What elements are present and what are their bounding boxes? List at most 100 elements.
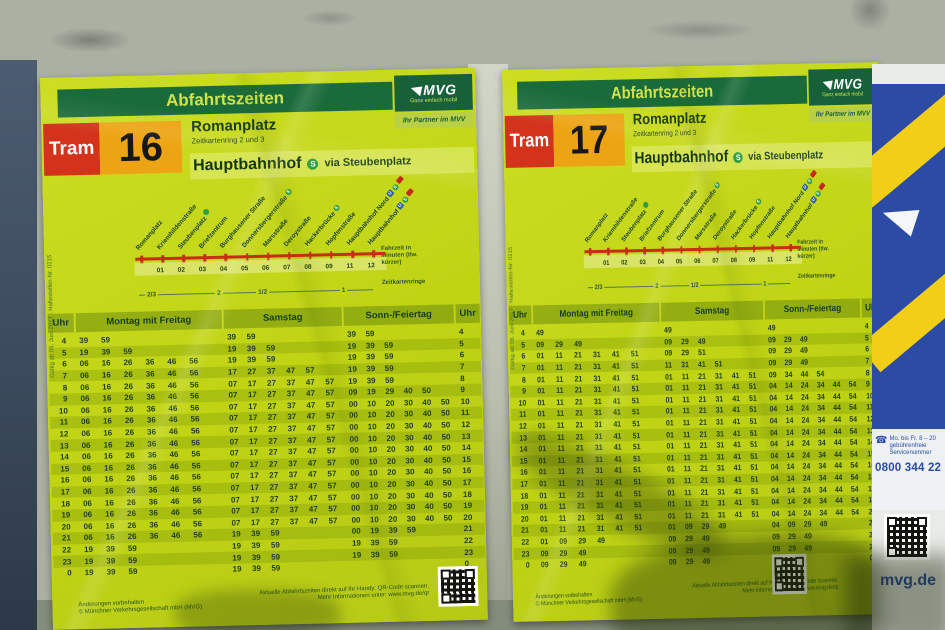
- time-value: 01: [539, 513, 548, 524]
- timetable-body: 4 39 59 39 59 39 59 4 5 19 39 59 19 39 59 19 39 59 5 6 06 16 2…: [48, 326, 486, 580]
- time-value: 06: [83, 533, 93, 543]
- time-value: 47: [307, 446, 317, 457]
- time-value: 10: [367, 399, 377, 409]
- time-value: 51: [749, 416, 758, 426]
- time-value: 31: [595, 466, 604, 476]
- time-value: 01: [537, 421, 546, 431]
- hour-label: 12: [59, 429, 69, 439]
- time-value: 14: [785, 392, 794, 402]
- time-value: 00: [350, 492, 360, 502]
- times-samstag: 49: [660, 324, 764, 335]
- time-value: 41: [614, 454, 622, 464]
- rings-label: Zeitkarten­ringe: [797, 273, 836, 280]
- time-value: 51: [748, 393, 757, 403]
- time-value: 16: [102, 405, 112, 415]
- service-phone-number: 0800 344 22: [875, 462, 942, 474]
- time-value: 59: [388, 537, 398, 547]
- time-value: 51: [631, 396, 640, 406]
- time-value: 00: [348, 411, 359, 421]
- col-sonn-feiertag: Sonn-/Feiertag: [343, 304, 454, 326]
- time-value: 34: [818, 484, 827, 495]
- time-value: 11: [683, 441, 691, 451]
- time-value: 11: [557, 432, 565, 442]
- time-value: 21: [699, 452, 708, 462]
- hour-label: 5: [61, 348, 67, 358]
- time-value: 51: [634, 523, 643, 533]
- times-samstag: 09 29 49: [664, 556, 768, 567]
- times-samstag: 01 11 21 31 41 51: [663, 475, 767, 486]
- travel-minute: 12: [367, 262, 375, 270]
- time-value: 39: [365, 341, 375, 351]
- dot-icon: [642, 200, 650, 209]
- line-number-badge: 17: [553, 113, 626, 167]
- time-value: 57: [325, 376, 335, 387]
- time-value: 04: [769, 416, 778, 426]
- time-value: 06: [82, 486, 92, 497]
- travel-minute: 07: [283, 264, 291, 272]
- hour-label: 15: [60, 464, 70, 474]
- time-value: 11: [557, 444, 565, 454]
- time-value: 51: [748, 382, 757, 392]
- time-value: 17: [250, 517, 260, 527]
- time-value: 27: [269, 494, 279, 504]
- time-value: 17: [247, 390, 257, 400]
- time-value: 46: [168, 403, 178, 413]
- time-value: 39: [370, 538, 380, 548]
- time-value: 41: [734, 486, 743, 496]
- travel-minute: 08: [730, 257, 738, 265]
- hour-label: 20: [520, 514, 529, 524]
- time-value: 14: [785, 404, 794, 414]
- time-value: 20: [386, 433, 396, 443]
- time-value: 19: [232, 552, 242, 563]
- time-value: 27: [267, 401, 277, 411]
- ring-scale-value: 1/2: [258, 288, 268, 296]
- time-value: 10: [369, 503, 379, 513]
- time-value: 01: [538, 467, 547, 477]
- time-value: 21: [701, 510, 709, 520]
- service-note: gebührenfreie Servicenummer: [889, 443, 932, 456]
- time-value: 31: [716, 463, 725, 474]
- time-value: 51: [698, 348, 706, 358]
- qr-code: [437, 565, 479, 607]
- qr-finder: [795, 556, 804, 567]
- time-value: 50: [441, 443, 451, 453]
- time-value: 26: [126, 497, 136, 507]
- time-value: 07: [229, 437, 239, 447]
- time-value: 00: [351, 515, 361, 525]
- time-value: 00: [349, 434, 359, 444]
- time-value: 36: [148, 485, 158, 495]
- travel-minute: 09: [325, 263, 333, 271]
- time-value: 59: [100, 335, 111, 345]
- fahrzeit-label: Fahrzeit in Minuten (tlw. kürzer): [381, 245, 418, 267]
- time-value: 09: [668, 534, 677, 544]
- hour-label: 22: [62, 545, 72, 555]
- time-value: 44: [800, 369, 809, 379]
- ring-scale-line: [222, 291, 257, 294]
- time-value: 39: [106, 567, 116, 577]
- time-value: 41: [734, 498, 743, 508]
- hour-label: 7: [459, 362, 465, 372]
- time-value: 17: [247, 378, 257, 388]
- display-case-frame-top: [0, 0, 945, 64]
- time-value: 56: [192, 495, 202, 506]
- time-value: 37: [287, 447, 298, 457]
- hour-label: 8: [62, 383, 68, 393]
- travel-minute: 01: [156, 267, 164, 275]
- line-mode-badge: Tram: [43, 122, 101, 176]
- time-value: 44: [834, 449, 842, 459]
- time-value: 11: [681, 383, 690, 393]
- time-value: 01: [668, 522, 676, 533]
- time-value: 27: [247, 367, 257, 377]
- footer-qr-note: Aktuelle Abfahrtszeiten direkt auf Ihr H…: [257, 583, 429, 604]
- time-value: 29: [788, 531, 796, 542]
- time-value: 47: [307, 435, 317, 445]
- time-value: 51: [632, 454, 641, 464]
- sbahn-icon: S: [283, 187, 293, 197]
- hour-label: 12: [518, 421, 527, 431]
- time-value: 19: [227, 355, 237, 366]
- time-value: 20: [386, 444, 396, 455]
- ring-scale: 2/3 2 1/2 1: [139, 286, 374, 299]
- times-sonn-feiertag: 09 29 49: [764, 333, 859, 345]
- time-value: 51: [633, 500, 642, 510]
- footer-copyright: Änderungen vorbehalten © Münchner Verkeh…: [78, 597, 202, 616]
